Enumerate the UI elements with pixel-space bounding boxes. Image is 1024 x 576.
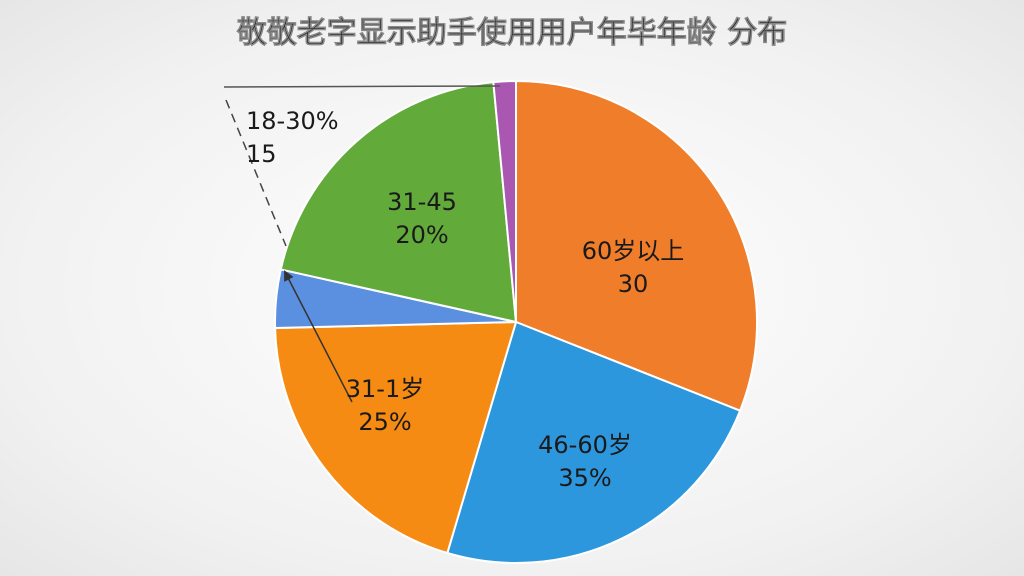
chart-title: 敬敬老字显示助手使用用户年毕年龄 分布: [236, 16, 787, 51]
slice-value-label: 35%: [558, 464, 611, 492]
slice-value-label: 20%: [395, 221, 448, 249]
arrow: [284, 270, 353, 403]
slice-value-label: 15: [246, 140, 277, 168]
slice-label: 31-45: [387, 188, 457, 216]
pie-slice: [515, 79, 758, 413]
slice-label: 60岁以上: [582, 237, 685, 265]
slice-value-label: 30: [618, 270, 649, 298]
slice-label: 31-1岁: [346, 375, 424, 403]
pie-slice: [492, 79, 517, 323]
slice-label: 46-60岁: [538, 431, 632, 459]
leader-line: [225, 99, 287, 247]
pie-slice: [446, 320, 742, 564]
leader-line: [223, 85, 501, 88]
slice-value-label: 25%: [358, 408, 411, 436]
slice-label: 18-30%: [246, 107, 339, 135]
labels: 60岁以上 30 46-60岁 35% 31-1岁 25% 18-30% 15 31-45 20%: [246, 107, 684, 492]
pie-slice: [279, 80, 518, 324]
pie: [274, 79, 758, 564]
pie-slice: [274, 320, 518, 555]
